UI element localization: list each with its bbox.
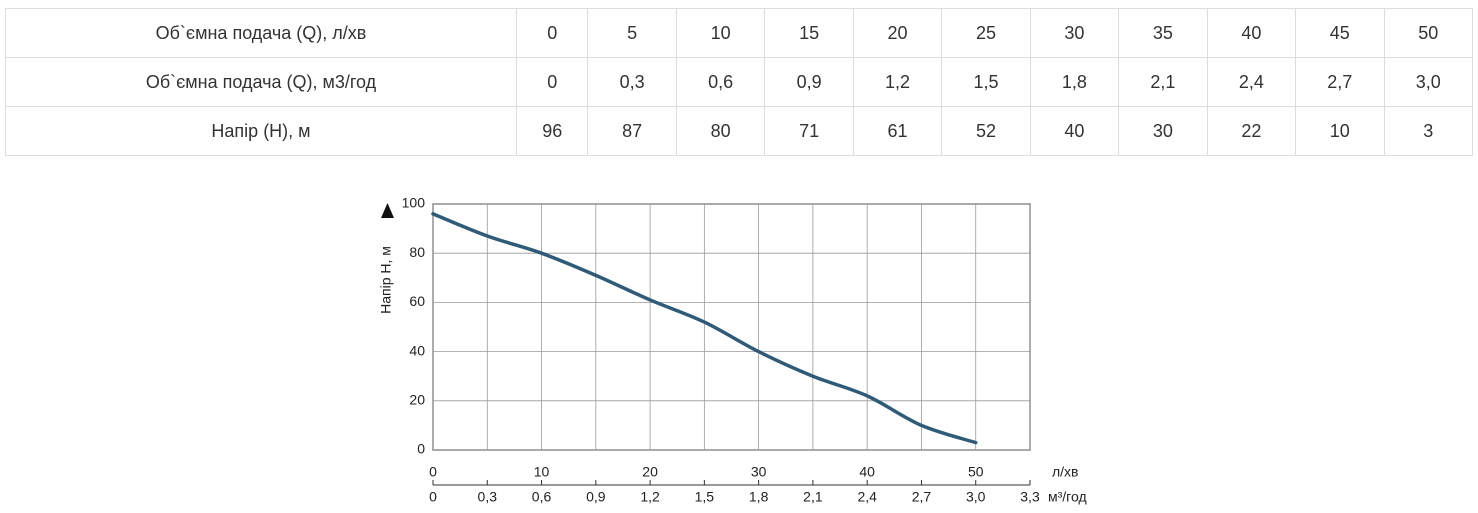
table-cell: 2,1 bbox=[1118, 57, 1208, 107]
table-cell: 30 bbox=[1118, 106, 1208, 156]
table-row: Об`ємна подача (Q), м3/год 0 0,3 0,6 0,9 1,2 1… bbox=[5, 57, 1474, 107]
x2-tick-label: 1,8 bbox=[749, 489, 769, 505]
table-cell: 61 bbox=[852, 106, 943, 156]
series-line bbox=[431, 212, 978, 445]
table-cell: 1,2 bbox=[852, 57, 943, 107]
x2-tick-label: 0,6 bbox=[532, 489, 552, 505]
x-tick-label: 40 bbox=[859, 464, 875, 480]
y-tick-label: 100 bbox=[402, 195, 426, 211]
y-tick-label: 40 bbox=[409, 342, 425, 358]
x2-tick-label: 2,7 bbox=[912, 489, 932, 505]
x-tick-label: 10 bbox=[534, 464, 550, 480]
table-row: Об`ємна подача (Q), л/хв 0 5 10 15 20 25 30 35 40… bbox=[5, 8, 1474, 58]
x-tick-label: 0 bbox=[429, 464, 437, 480]
x2-tick-label: 0,3 bbox=[478, 489, 498, 505]
table-cell: 0,6 bbox=[675, 57, 766, 107]
x2-tick-label: 0,9 bbox=[586, 489, 606, 505]
table-row: Напір (Н), м 96 87 80 71 61 52 40 30 22 10 3 bbox=[5, 106, 1474, 156]
table-cell: 45 bbox=[1295, 8, 1385, 58]
x2-tick-label: 1,5 bbox=[695, 489, 715, 505]
x2-tick-label: 0 bbox=[429, 489, 437, 505]
y-tick-label: 20 bbox=[409, 392, 425, 408]
x2-tick-label: 2,1 bbox=[803, 489, 823, 505]
table-cell: 0,9 bbox=[764, 57, 854, 107]
table-cell: 1,5 bbox=[941, 57, 1031, 107]
table-cell: 30 bbox=[1029, 8, 1120, 58]
x-tick-label: 20 bbox=[642, 464, 658, 480]
table-cell: 3 bbox=[1383, 106, 1474, 156]
x2-tick-label: 3,3 bbox=[1020, 489, 1040, 505]
x2-tick-label: 3,0 bbox=[966, 489, 986, 505]
table-cell: 0,3 bbox=[587, 57, 677, 107]
y-axis-label: Напір Н, м bbox=[378, 246, 394, 314]
table-cell: 22 bbox=[1206, 106, 1297, 156]
table-cell: 0 bbox=[515, 8, 589, 58]
table-cell: 35 bbox=[1118, 8, 1208, 58]
table-cell: 2,7 bbox=[1295, 57, 1385, 107]
x2-tick-label: 1,2 bbox=[640, 489, 660, 505]
spec-table: Об`ємна подача (Q), л/хв 0 5 10 15 20 25 30 35 40… bbox=[5, 8, 1474, 156]
axis-arrow bbox=[381, 203, 394, 218]
table-cell: 25 bbox=[941, 8, 1031, 58]
y-tick-label: 0 bbox=[417, 441, 425, 457]
row-label: Об`ємна подача (Q), л/хв bbox=[5, 8, 517, 58]
table-cell: 71 bbox=[764, 106, 854, 156]
table-cell: 20 bbox=[852, 8, 943, 58]
plot-frame bbox=[432, 203, 1031, 451]
x2-axis-label: м³/год bbox=[1048, 489, 1087, 505]
table-cell: 40 bbox=[1029, 106, 1120, 156]
x2-tick-label: 2,4 bbox=[857, 489, 877, 505]
row-label: Напір (Н), м bbox=[5, 106, 517, 156]
y-tick-label: 80 bbox=[409, 244, 425, 260]
table-cell: 52 bbox=[941, 106, 1031, 156]
x-axis-label: л/хв bbox=[1052, 464, 1079, 480]
y-tick-label: 60 bbox=[409, 293, 425, 309]
table-cell: 96 bbox=[515, 106, 589, 156]
x-tick-label: 30 bbox=[751, 464, 767, 480]
table-cell: 0 bbox=[515, 57, 589, 107]
table-cell: 80 bbox=[675, 106, 766, 156]
table-cell: 10 bbox=[1295, 106, 1385, 156]
x-tick-label: 50 bbox=[968, 464, 984, 480]
